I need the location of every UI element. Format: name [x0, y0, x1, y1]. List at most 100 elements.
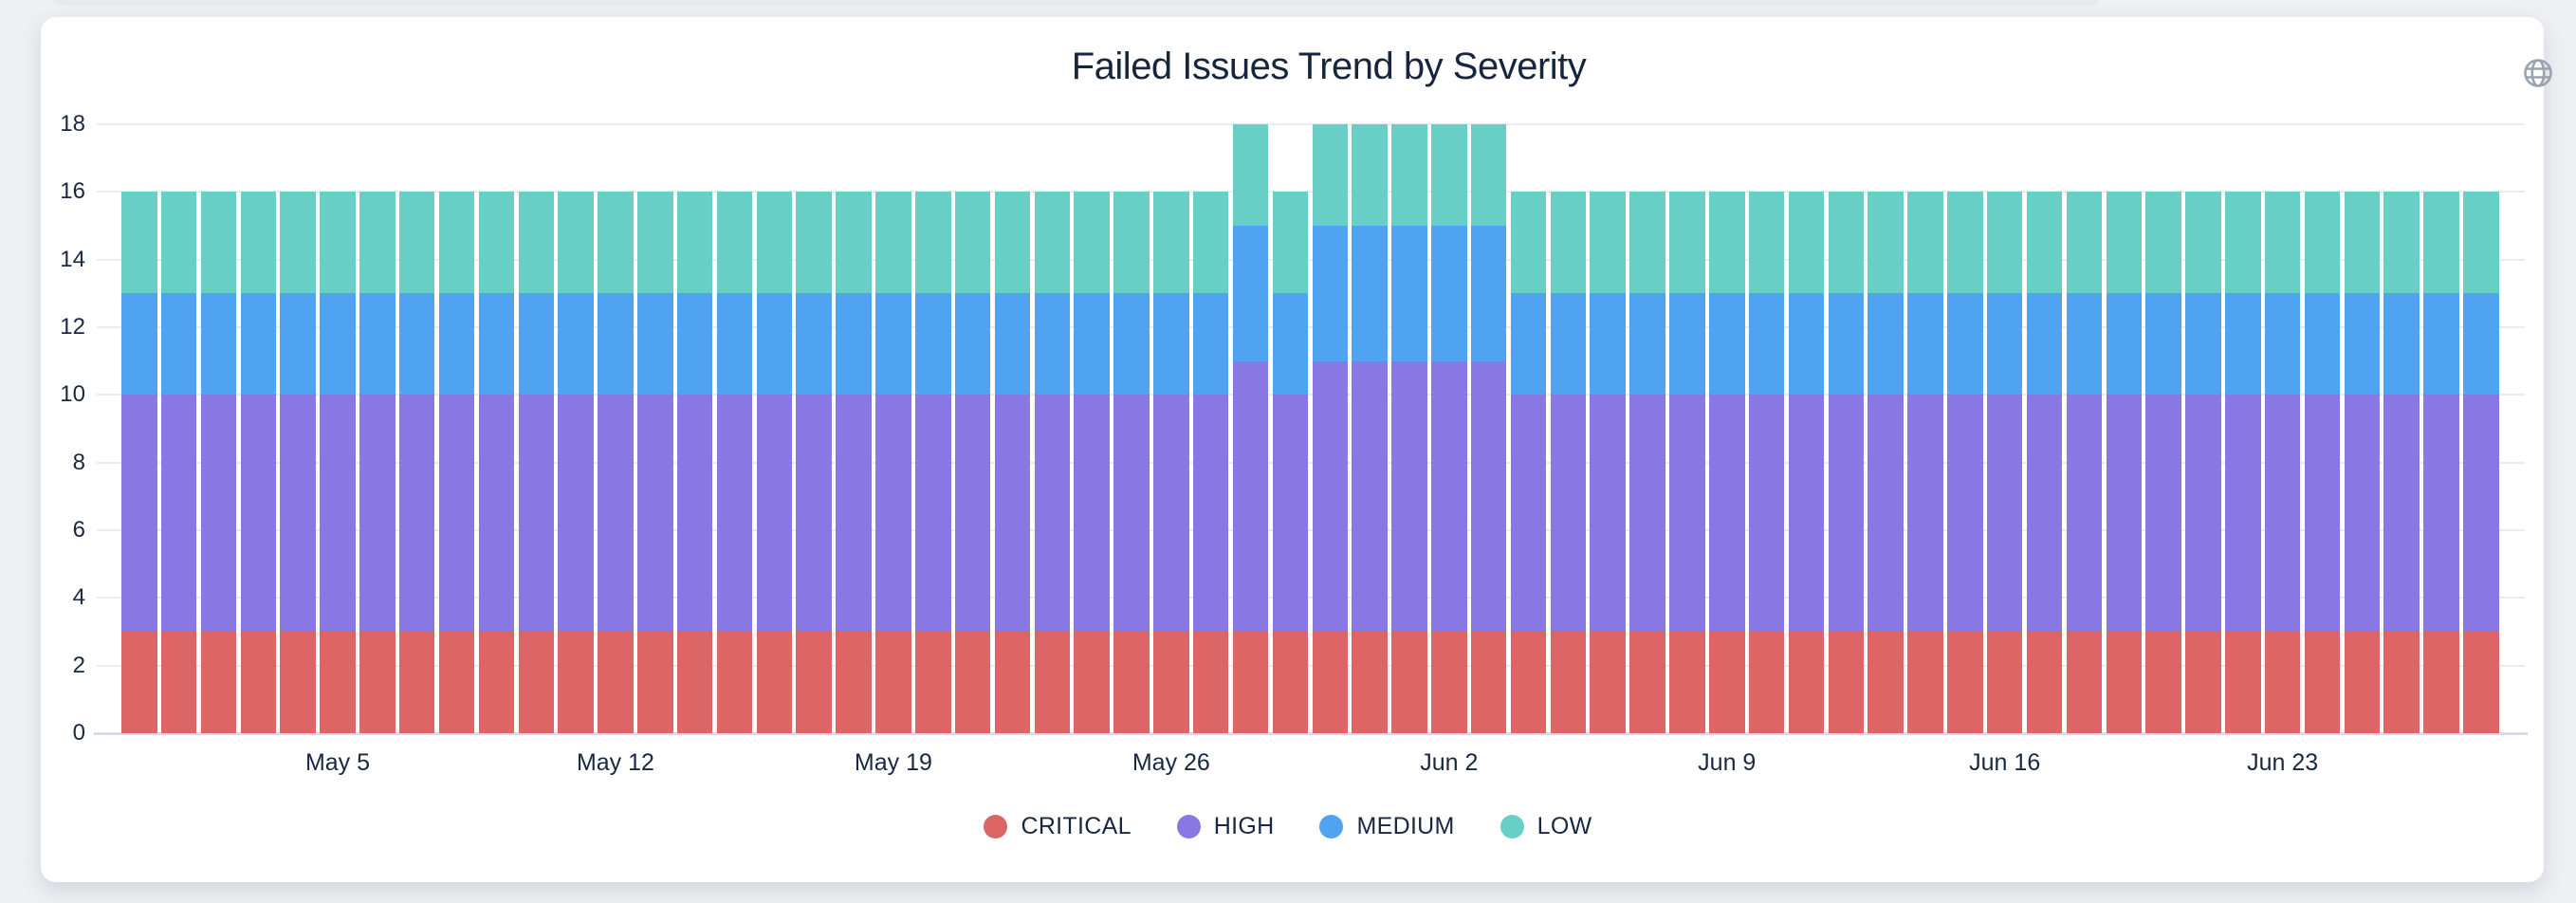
bar-segment-high[interactable] [1590, 395, 1626, 632]
bar-segment-medium[interactable] [1431, 226, 1467, 361]
bar-segment-low[interactable] [2264, 192, 2301, 294]
bar-segment-medium[interactable] [1232, 226, 1269, 361]
bar-segment-low[interactable] [915, 192, 951, 294]
bar-segment-low[interactable] [2185, 192, 2221, 294]
bar-segment-critical[interactable] [1550, 632, 1587, 733]
bar-segment-medium[interactable] [1272, 293, 1309, 396]
bar-segment-high[interactable] [1312, 360, 1348, 632]
bar-segment-high[interactable] [796, 395, 832, 632]
bar-segment-high[interactable] [1113, 395, 1150, 632]
bar-segment-low[interactable] [2383, 192, 2420, 294]
bar-segment-critical[interactable] [558, 632, 594, 733]
bar-segment-low[interactable] [1629, 192, 1665, 294]
bar-segment-critical[interactable] [875, 632, 911, 733]
bar-segment-low[interactable] [716, 192, 753, 294]
bar-segment-critical[interactable] [2106, 632, 2142, 733]
bar-segment-high[interactable] [398, 395, 435, 632]
bar-segment-medium[interactable] [716, 293, 753, 396]
bar-segment-critical[interactable] [438, 632, 475, 733]
bar-segment-medium[interactable] [796, 293, 832, 396]
bar-segment-critical[interactable] [2383, 632, 2420, 733]
bar-segment-medium[interactable] [1947, 293, 1983, 396]
bar-segment-high[interactable] [121, 395, 157, 632]
bar-segment-low[interactable] [1074, 192, 1110, 294]
bar-segment-critical[interactable] [1074, 632, 1110, 733]
bar-segment-medium[interactable] [518, 293, 554, 396]
bar-segment-high[interactable] [1947, 395, 1983, 632]
bar-segment-low[interactable] [478, 192, 515, 294]
bar-segment-high[interactable] [2383, 395, 2420, 632]
bar-segment-critical[interactable] [200, 632, 237, 733]
bar-segment-medium[interactable] [1590, 293, 1626, 396]
bar-segment-critical[interactable] [1907, 632, 1943, 733]
bar-segment-high[interactable] [1232, 360, 1269, 632]
bar-segment-low[interactable] [1312, 124, 1348, 226]
bar-segment-medium[interactable] [240, 293, 277, 396]
bar-segment-low[interactable] [1907, 192, 1943, 294]
bar-segment-high[interactable] [558, 395, 594, 632]
bar-segment-high[interactable] [2344, 395, 2381, 632]
bar-segment-critical[interactable] [1391, 632, 1427, 733]
bar-segment-low[interactable] [438, 192, 475, 294]
bar-segment-high[interactable] [756, 395, 793, 632]
bar-segment-critical[interactable] [1748, 632, 1785, 733]
bar-segment-medium[interactable] [1709, 293, 1745, 396]
bar-segment-low[interactable] [1113, 192, 1150, 294]
bar-segment-medium[interactable] [558, 293, 594, 396]
bar-segment-critical[interactable] [518, 632, 554, 733]
bar-segment-low[interactable] [1192, 192, 1229, 294]
bar-segment-low[interactable] [676, 192, 713, 294]
bar-segment-medium[interactable] [2344, 293, 2381, 396]
bar-segment-low[interactable] [1669, 192, 1705, 294]
bar-segment-critical[interactable] [1352, 632, 1388, 733]
bar-segment-high[interactable] [518, 395, 554, 632]
bar-segment-critical[interactable] [1232, 632, 1269, 733]
bar-segment-low[interactable] [1986, 192, 2023, 294]
bar-segment-high[interactable] [2264, 395, 2301, 632]
bar-segment-medium[interactable] [1629, 293, 1665, 396]
bar-segment-medium[interactable] [1352, 226, 1388, 361]
bar-segment-low[interactable] [2145, 192, 2181, 294]
bar-segment-critical[interactable] [240, 632, 277, 733]
bar-segment-low[interactable] [1034, 192, 1071, 294]
bar-segment-low[interactable] [796, 192, 832, 294]
bar-segment-high[interactable] [1709, 395, 1745, 632]
bar-segment-critical[interactable] [320, 632, 356, 733]
bar-segment-low[interactable] [1550, 192, 1587, 294]
bar-segment-medium[interactable] [1074, 293, 1110, 396]
bar-segment-high[interactable] [1828, 395, 1865, 632]
bar-segment-low[interactable] [2423, 192, 2459, 294]
bar-segment-critical[interactable] [1113, 632, 1150, 733]
bar-segment-high[interactable] [1748, 395, 1785, 632]
bar-segment-high[interactable] [200, 395, 237, 632]
bar-segment-critical[interactable] [2264, 632, 2301, 733]
bar-segment-medium[interactable] [2383, 293, 2420, 396]
bar-segment-low[interactable] [1232, 124, 1269, 226]
bar-segment-low[interactable] [836, 192, 872, 294]
bar-segment-critical[interactable] [836, 632, 872, 733]
bar-segment-medium[interactable] [1788, 293, 1825, 396]
bar-segment-medium[interactable] [1748, 293, 1785, 396]
bar-segment-high[interactable] [1272, 395, 1309, 632]
bar-segment-critical[interactable] [280, 632, 316, 733]
bar-segment-high[interactable] [1074, 395, 1110, 632]
bar-segment-critical[interactable] [1788, 632, 1825, 733]
bar-segment-critical[interactable] [637, 632, 673, 733]
bar-segment-low[interactable] [2304, 192, 2341, 294]
bar-segment-high[interactable] [637, 395, 673, 632]
bar-segment-critical[interactable] [160, 632, 197, 733]
bar-segment-critical[interactable] [2225, 632, 2261, 733]
bar-segment-high[interactable] [716, 395, 753, 632]
bar-segment-low[interactable] [1431, 124, 1467, 226]
bar-segment-low[interactable] [2026, 192, 2063, 294]
bar-segment-high[interactable] [438, 395, 475, 632]
bar-segment-high[interactable] [359, 395, 396, 632]
bar-segment-medium[interactable] [478, 293, 515, 396]
bar-segment-medium[interactable] [1391, 226, 1427, 361]
bar-segment-low[interactable] [398, 192, 435, 294]
bar-segment-medium[interactable] [1550, 293, 1587, 396]
bar-segment-medium[interactable] [637, 293, 673, 396]
bar-segment-high[interactable] [1669, 395, 1705, 632]
bar-segment-low[interactable] [1828, 192, 1865, 294]
bar-segment-low[interactable] [1947, 192, 1983, 294]
